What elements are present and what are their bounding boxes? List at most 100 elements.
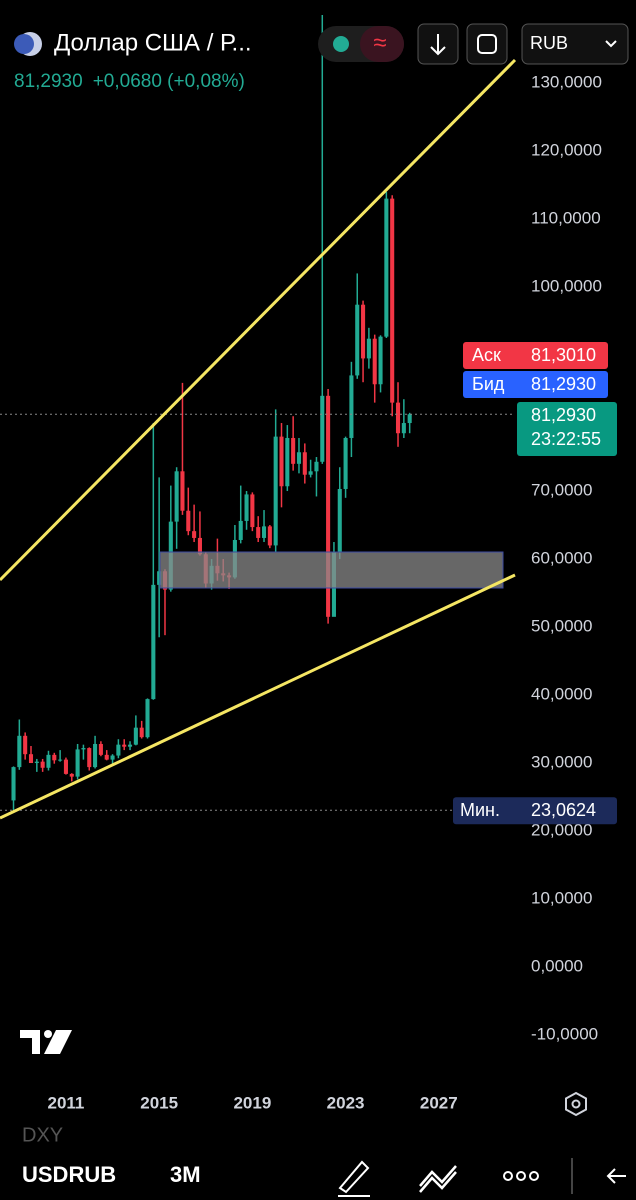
logo <box>20 1030 72 1054</box>
candle-body <box>93 743 98 768</box>
candle-body <box>355 304 360 376</box>
candle-body <box>98 743 103 755</box>
x-tick-label: 2019 <box>233 1093 271 1112</box>
candle-body <box>28 754 34 764</box>
candle-body <box>261 526 267 538</box>
settings-icon <box>571 1099 581 1109</box>
chevron <box>605 40 617 48</box>
candle-body <box>52 754 57 761</box>
candle-body <box>407 414 412 424</box>
interval[interactable]: 3M <box>170 1162 201 1187</box>
candle-body <box>395 402 401 434</box>
candle-body <box>197 537 202 555</box>
symbol[interactable]: USDRUB <box>22 1162 116 1187</box>
price-line: 81,2930 +0,0680 (+0,08%) <box>14 71 245 92</box>
candle-body <box>296 452 302 464</box>
candle-body <box>279 436 284 487</box>
candle-body <box>180 471 185 511</box>
last-price: 81,2930 <box>531 405 596 425</box>
candle-body <box>320 395 325 462</box>
candle-body <box>17 735 22 768</box>
watermark: DXY <box>22 1124 63 1146</box>
candle-body <box>63 759 68 774</box>
candle-body <box>104 754 109 760</box>
y-tick-label: 20,0000 <box>531 821 592 840</box>
candle-body <box>174 471 179 522</box>
settings-icon[interactable] <box>565 1091 587 1117</box>
symbol-title[interactable]: Доллар США / Р... <box>54 29 252 56</box>
candle-body <box>390 198 395 403</box>
candle-body <box>11 767 16 801</box>
candle-body <box>250 494 255 528</box>
timer: 23:22:55 <box>531 429 601 449</box>
candle-body <box>372 338 377 385</box>
y-tick-label: 40,0000 <box>531 685 592 704</box>
bid-box <box>463 371 608 398</box>
back-icon[interactable] <box>606 1168 626 1184</box>
candle-body <box>127 744 133 747</box>
y-tick-label: 30,0000 <box>531 753 592 772</box>
candle-body <box>285 437 290 487</box>
fullscreen-button[interactable] <box>466 23 508 65</box>
price: 81,2930 <box>14 71 83 92</box>
dot-icon <box>333 36 349 52</box>
candle-body <box>87 748 92 768</box>
flag-icon <box>14 34 34 54</box>
candle-body <box>81 748 86 750</box>
candle-body <box>23 735 28 755</box>
draw-icon[interactable] <box>338 1160 370 1197</box>
min-price: 23,0624 <box>531 800 596 820</box>
candle-body <box>58 759 63 761</box>
min-label: Мин. <box>460 800 500 820</box>
candle-body <box>291 437 296 464</box>
y-tick-label: 0,0000 <box>531 957 583 976</box>
last-box <box>517 402 617 456</box>
x-tick-label: 2011 <box>48 1093 85 1112</box>
price-axis: 130,0000 120,0000 110,0000 100,0000 70,0000 6… <box>48 73 617 1112</box>
bid-price: 81,2930 <box>531 374 596 394</box>
ask-box <box>463 342 608 369</box>
candle-body <box>378 336 383 385</box>
candle-body <box>110 755 115 760</box>
y-tick-label: 120,0000 <box>531 141 602 160</box>
y-tick-label: -10,0000 <box>531 1025 598 1044</box>
candle-body <box>273 436 278 546</box>
down-icon <box>430 34 446 56</box>
candle-body <box>122 744 127 747</box>
y-tick-label: 100,0000 <box>531 277 602 296</box>
logo <box>44 1030 52 1038</box>
candle-body <box>267 526 272 546</box>
candle-body <box>302 452 307 475</box>
y-tick-label: 50,0000 <box>531 617 592 636</box>
candle-body <box>145 699 150 738</box>
candle-body <box>116 744 121 756</box>
candle-body <box>151 584 156 700</box>
fullscreen-icon <box>477 34 497 54</box>
trend-line[interactable] <box>0 58 517 582</box>
candle-body <box>337 488 342 553</box>
candle-body <box>401 423 406 434</box>
trend-line[interactable] <box>0 573 516 820</box>
currency-select[interactable] <box>521 23 629 65</box>
toggle-right[interactable] <box>360 26 404 62</box>
plot <box>0 15 515 811</box>
candle-body <box>40 761 45 768</box>
ask-label: Аск <box>472 345 501 365</box>
candle-body <box>192 531 197 538</box>
candle-body <box>308 471 313 475</box>
candle-body <box>256 527 261 538</box>
zone-rect[interactable] <box>159 551 504 589</box>
candle-body <box>69 773 74 777</box>
candle-body <box>349 375 354 438</box>
x-tick-label: 2027 <box>420 1093 458 1112</box>
trend-icon[interactable] <box>419 1165 457 1193</box>
candle-body <box>157 571 162 585</box>
more-icon[interactable] <box>503 1171 539 1181</box>
wave-icon: ≈ <box>373 29 386 56</box>
candle-body <box>326 395 331 617</box>
candle-body <box>361 304 366 359</box>
y-tick-label: 70,0000 <box>531 481 592 500</box>
candle-body <box>314 461 319 472</box>
candle-body <box>133 727 138 745</box>
